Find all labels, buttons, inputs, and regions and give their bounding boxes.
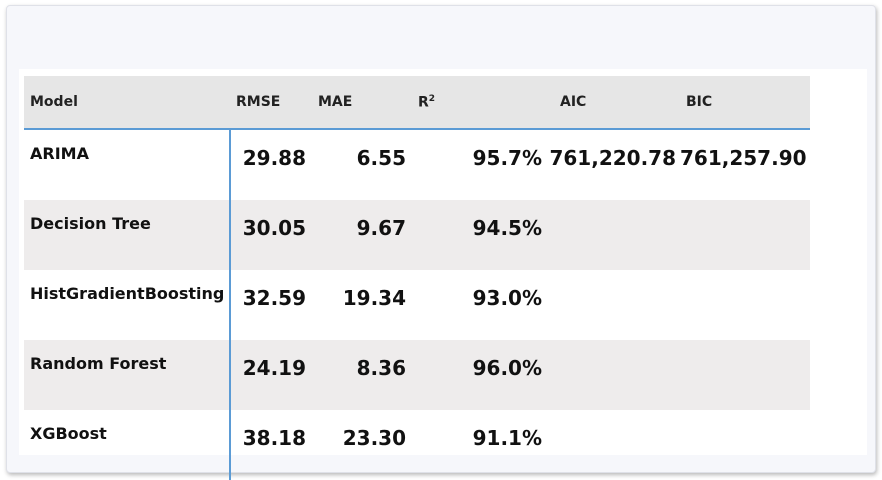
- cell-r2: 91.1%: [472, 426, 542, 450]
- cell-model: ARIMA: [24, 129, 231, 200]
- column-header-model[interactable]: Model: [24, 76, 230, 130]
- table-row: ARIMA 29.88 6.55 95.7% 761,220.78 761,25…: [24, 129, 810, 200]
- cell-mae: 8.36: [310, 340, 410, 410]
- model-metrics-table: Model RMSE MAE R2 AIC BIC ARIMA 29.88 6.…: [24, 76, 810, 480]
- cell-model: Random Forest: [24, 340, 231, 410]
- cell-aic: [546, 410, 680, 480]
- cell-mae: 23.30: [342, 426, 406, 450]
- column-header-aic[interactable]: AIC: [546, 76, 680, 130]
- r2-label: R: [418, 94, 429, 111]
- cell-bic: [680, 270, 810, 340]
- cell-aic: [546, 340, 680, 410]
- cell-rmse: 24.19: [230, 340, 310, 410]
- column-header-r2[interactable]: R2: [410, 76, 546, 130]
- cell-bic: [680, 340, 810, 410]
- column-header-bic[interactable]: BIC: [680, 76, 810, 130]
- cell-model: Decision Tree: [24, 200, 231, 270]
- cell-aic: [546, 200, 680, 270]
- cell-rmse: 29.88: [242, 146, 306, 170]
- cell-bic: [680, 200, 810, 270]
- table-row: XGBoost 38.18 23.30 91.1%: [24, 410, 810, 480]
- cell-r2: 93.0%: [472, 286, 542, 310]
- column-header-mae[interactable]: MAE: [310, 76, 410, 130]
- cell-mae: 9.67: [310, 200, 410, 270]
- cell-r2: 95.7%: [472, 146, 542, 170]
- cell-rmse: 30.05: [230, 200, 310, 270]
- cell-aic: [546, 270, 680, 340]
- cell-model: XGBoost: [24, 410, 231, 480]
- cell-r2: 94.5%: [410, 200, 546, 270]
- cell-r2: 96.0%: [410, 340, 546, 410]
- table-row: Decision Tree 30.05 9.67 94.5%: [24, 200, 810, 270]
- cell-mae: 19.34: [342, 286, 406, 310]
- table-header-row: Model RMSE MAE R2 AIC BIC: [24, 76, 810, 130]
- cell-bic: [680, 410, 810, 480]
- cell-rmse: 38.18: [242, 426, 306, 450]
- cell-aic: 761,220.78: [549, 146, 676, 170]
- cell-bic: 761,257.90: [680, 146, 807, 170]
- cell-mae: 6.55: [356, 146, 406, 170]
- table-row: Random Forest 24.19 8.36 96.0%: [24, 340, 810, 410]
- table-row: HistGradientBoosting 32.59 19.34 93.0%: [24, 270, 810, 340]
- cell-model: HistGradientBoosting: [24, 270, 231, 340]
- r2-superscript: 2: [428, 93, 436, 104]
- cell-rmse: 32.59: [242, 286, 306, 310]
- column-header-rmse[interactable]: RMSE: [230, 76, 310, 130]
